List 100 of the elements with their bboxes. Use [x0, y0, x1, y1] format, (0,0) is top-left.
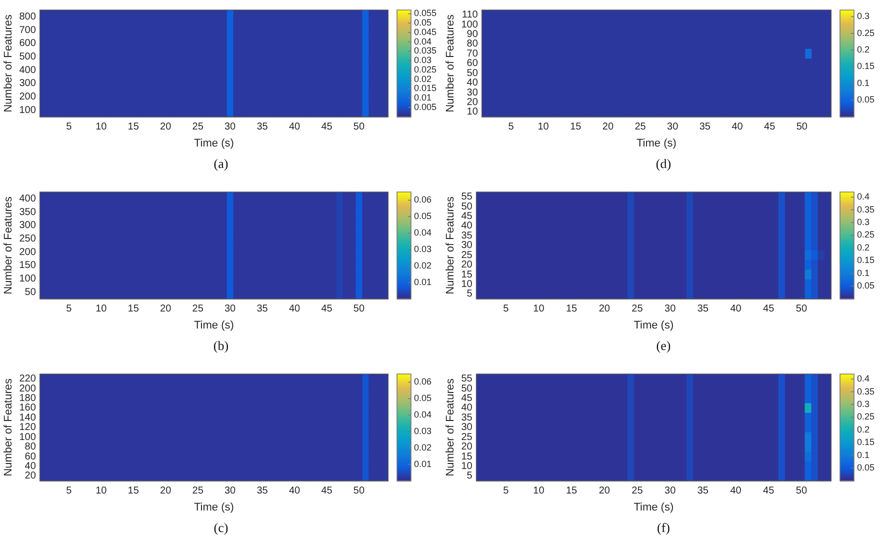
y-tick-label: 140 [19, 412, 36, 424]
x-tick-label: 20 [602, 122, 614, 133]
color-bar-label: 0.35 [857, 386, 875, 396]
y-axis-title: Number of Features [444, 196, 457, 294]
color-bar-label: 0.03 [414, 55, 432, 66]
color-bar-label: 0.05 [414, 393, 432, 404]
x-tick-label: 45 [321, 486, 333, 497]
x-tick-label: 25 [192, 122, 204, 133]
x-tick-label: 20 [160, 304, 172, 315]
y-axis-title: Number of Features [444, 378, 457, 476]
y-tick-label: 700 [19, 24, 36, 36]
color-bar-label: 0.01 [414, 458, 432, 469]
x-tick-label: 15 [128, 304, 140, 315]
y-tick-label: 800 [19, 11, 36, 22]
color-bar-label: 0.4 [857, 192, 870, 202]
y-tick-label: 250 [19, 233, 36, 244]
y-tick-label: 5 [466, 288, 473, 300]
color-bar-label: 0.04 [414, 228, 432, 238]
color-bar-label: 0.02 [414, 442, 432, 452]
color-bar-label: 0.055 [414, 8, 437, 18]
color-bar-label: 0.01 [414, 92, 432, 103]
y-tick-label: 30 [461, 422, 473, 434]
y-tick-label: 40 [24, 460, 36, 472]
x-tick-label: 25 [634, 122, 646, 133]
color-bar-label: 0.04 [414, 410, 432, 420]
y-tick-label: 600 [19, 38, 36, 50]
color-bar-label: 0.35 [857, 204, 875, 214]
x-tick-label: 45 [764, 122, 776, 133]
y-tick-label: 10 [461, 278, 473, 290]
color-bar-label: 0.3 [857, 399, 870, 409]
y-tick-label: 50 [24, 286, 36, 298]
y-axis-title: Number of Features [2, 378, 15, 476]
x-tick-label: 45 [763, 304, 775, 315]
x-tick-label: 25 [192, 304, 204, 315]
color-bar-label: 0.4 [857, 374, 870, 384]
y-tick-label: 180 [19, 393, 36, 404]
x-tick-label: 10 [96, 122, 108, 133]
y-tick-label: 10 [466, 106, 478, 118]
x-tick-label: 5 [503, 304, 510, 315]
x-axis-title: Time (s) [194, 137, 234, 150]
color-bar-label: 0.035 [414, 46, 437, 56]
color-bar-label: 0.06 [414, 194, 432, 205]
x-tick-label: 40 [288, 304, 301, 315]
y-tick-label: 100 [19, 104, 36, 116]
x-tick-label: 35 [256, 486, 268, 497]
text: (a) [212, 156, 230, 172]
y-tick-label: 30 [466, 87, 478, 98]
color-bar-label: 0.025 [414, 64, 437, 74]
x-tick-label: 30 [224, 122, 236, 133]
color-bar-label: 0.04 [414, 36, 432, 46]
y-tick-label: 35 [461, 412, 473, 424]
x-tick-label: 40 [288, 122, 301, 133]
x-tick-label: 50 [796, 304, 808, 315]
x-tick-label: 10 [96, 486, 108, 497]
y-tick-label: 300 [19, 220, 36, 232]
y-tick-label: 35 [461, 230, 473, 242]
x-tick-label: 10 [533, 486, 545, 497]
text: (d) [654, 156, 672, 172]
color-bar-label: 0.03 [414, 426, 432, 436]
x-tick-label: 35 [256, 304, 268, 315]
color-bar-label: 0.05 [414, 18, 432, 28]
color-bar-label: 0.06 [414, 376, 432, 387]
x-tick-label: 30 [664, 486, 676, 497]
color-bar-label: 0.05 [857, 462, 875, 473]
x-tick-label: 20 [598, 304, 610, 315]
x-tick-label: 5 [508, 122, 514, 133]
x-tick-label: 45 [321, 304, 333, 315]
x-tick-label: 15 [128, 122, 140, 133]
x-tick-label: 10 [538, 122, 550, 133]
y-tick-label: 30 [461, 240, 473, 252]
x-tick-label: 15 [128, 486, 140, 497]
x-tick-label: 30 [224, 304, 236, 315]
y-tick-label: 40 [466, 78, 478, 89]
color-bar-label: 0.25 [857, 412, 875, 422]
x-tick-label: 40 [732, 122, 744, 133]
y-tick-label: 80 [24, 442, 36, 453]
x-tick-label: 5 [66, 304, 72, 315]
x-tick-label: 5 [503, 486, 510, 497]
color-bar-label: 0.045 [414, 26, 437, 37]
y-tick-label: 90 [466, 29, 478, 40]
color-bar-label: 0.3 [857, 217, 870, 227]
y-tick-label: 40 [461, 402, 473, 414]
y-tick-label: 55 [461, 192, 473, 203]
text: (b) [212, 338, 230, 354]
y-tick-label: 120 [19, 422, 36, 434]
color-bar-label: 0.15 [857, 255, 875, 266]
y-tick-label: 400 [19, 193, 36, 204]
color-bar-label: 0.05 [414, 211, 432, 222]
y-tick-label: 60 [466, 58, 478, 70]
y-axis-title: Number of Features [2, 196, 15, 294]
x-tick-label: 30 [667, 122, 679, 133]
x-tick-label: 35 [697, 486, 709, 497]
color-bar-label: 0.15 [857, 61, 875, 72]
y-tick-label: 80 [466, 38, 478, 50]
x-tick-label: 15 [566, 304, 578, 315]
x-tick-label: 30 [664, 304, 676, 315]
y-tick-label: 150 [19, 260, 36, 272]
y-tick-label: 100 [19, 274, 36, 285]
y-tick-label: 50 [466, 68, 478, 79]
x-axis-title: Time (s) [634, 319, 674, 332]
